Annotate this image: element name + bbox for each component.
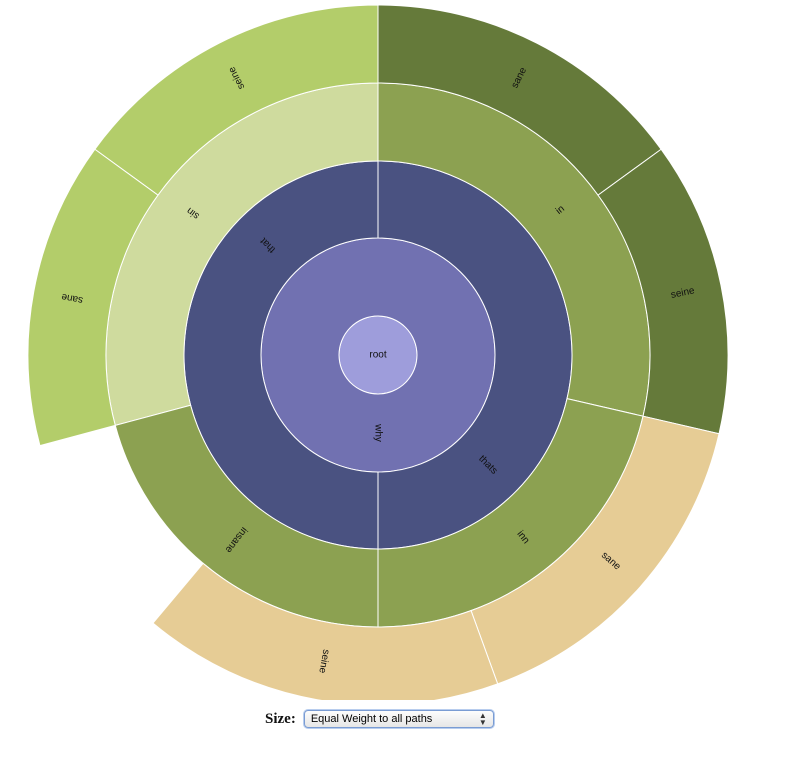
size-select[interactable]: Equal Weight to all paths ▲ ▼ (303, 710, 494, 728)
arc-label-root: root (369, 350, 386, 361)
select-arrows-icon: ▲ ▼ (478, 711, 487, 727)
size-label: Size: (265, 710, 296, 727)
arc-sane[interactable] (27, 148, 159, 447)
size-select-value: Equal Weight to all paths (310, 713, 433, 725)
arc-label-seine: seine (670, 285, 696, 301)
arc-label-sane: sane (60, 291, 84, 306)
arc-seine[interactable] (152, 562, 499, 700)
sunburst-chart: rootwhythatsinseinesaneinsanethatsinsane… (27, 4, 729, 700)
size-control: Size: Equal Weight to all paths ▲ ▼ (265, 710, 494, 728)
arc-label-why: why (372, 423, 383, 442)
arc-label-seine: seine (316, 649, 331, 675)
